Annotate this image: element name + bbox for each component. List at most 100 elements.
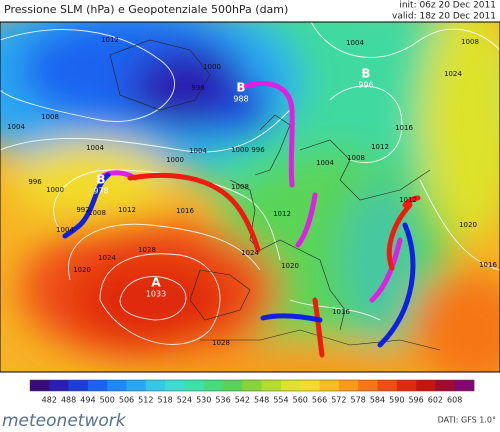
colorbar-swatch [396,380,417,391]
pressure-center-symbol: A [151,276,161,290]
isobars [0,22,500,345]
isobar-label: 1008 [41,113,59,121]
colorbar-label: 566 [312,396,327,405]
colorbar-swatch [49,380,69,391]
isobar-label: 996 [251,146,265,154]
isobar-label: 1012 [101,36,119,44]
colorbar-label: 512 [138,396,153,405]
isobar-label: 996 [191,84,205,92]
isobar-label: 1028 [138,246,156,254]
colorbar-swatch [416,380,436,391]
isobar-label: 1004 [7,123,25,131]
isobar-label: 1016 [332,308,350,316]
colorbar-swatch [203,380,224,391]
isobar-label: 1012 [371,143,389,151]
colorbar-label: 530 [196,396,211,405]
colorbar-label: 536 [215,396,230,405]
isobar-label: 1004 [56,226,74,234]
colorbar-swatch [126,380,147,391]
isobar-label: 1008 [231,183,249,191]
colorbar-swatch [165,380,185,391]
pressure-center-value: 978 [93,187,108,196]
isobar-label: 1000 [166,156,184,164]
isobar-label: 1004 [189,147,207,155]
isobar-label: 1004 [86,144,104,152]
colorbar-label: 608 [447,396,462,405]
colorbar-label: 554 [273,396,288,405]
colorbar-swatch [68,380,89,391]
colorbar-label: 494 [80,396,95,405]
colorbar-label: 482 [42,396,57,405]
colorbar-swatch [358,380,378,391]
isobar-label: 996 [28,178,42,186]
colorbar-label: 488 [61,396,76,405]
logo: meteonetwork [2,411,127,431]
colorbar-swatch [300,380,320,391]
coastlines [109,39,441,351]
colorbar-swatch [107,380,127,391]
isobar-label: 1004 [316,159,334,167]
isobar-label: 1020 [73,266,91,274]
isobar-label: 1008 [88,209,106,217]
isobar-label: 1024 [98,254,116,262]
pressure-center-symbol: B [361,67,370,81]
pressure-center-value: 996 [358,81,373,90]
colorbar-label: 596 [408,396,423,405]
isobar-label: 1008 [461,38,479,46]
isobar-label: 1000 [46,186,64,194]
colorbar-swatch [319,380,340,391]
colorbar-label: 506 [119,396,134,405]
isobar-label: 1004 [346,39,364,47]
colorbar-swatch [435,380,455,391]
isobar-label: 1012 [399,196,417,204]
colorbar-label: 524 [177,396,192,405]
colorbar-label: 548 [254,396,269,405]
title: Pressione SLM (hPa) e Geopotenziale 500h… [4,3,288,16]
isobar-label: 992 [76,206,89,214]
isobar-label: 1000 [203,63,221,71]
isobar-label: 1012 [273,210,291,218]
map-field: B988B978B996A103310129961000100410081004… [0,22,500,372]
colorbar-label: 578 [351,396,366,405]
isobar-label: 1024 [444,70,462,78]
isobar-label: 1028 [212,339,230,347]
map-frame [0,21,500,373]
colorbar-label: 542 [235,396,250,405]
colorbar-label: 518 [157,396,172,405]
isobar-label: 1020 [281,262,299,270]
colorbar-swatch [454,380,475,391]
isobar-label: 1000 [231,146,249,154]
pressure-center-symbol: B [236,81,245,95]
colorbar-swatch [145,380,166,391]
isobar-label: 1020 [459,221,477,229]
isobar-label: 1024 [241,249,259,257]
colorbar-swatch [242,380,262,391]
isobar-label: 1008 [347,154,365,162]
colorbar-frame [29,379,475,392]
colorbar-label: 572 [331,396,346,405]
colorbar-swatch [280,380,301,391]
isobar-label: 1016 [395,124,413,132]
pressure-center-symbol: B [96,173,105,187]
colorbar-swatch [30,380,50,391]
colorbar-swatch [87,380,108,391]
pressure-center-value: 1033 [146,290,166,299]
map-labels: B988B978B996A103310129961000100410081004… [7,36,497,347]
data-source: DATI: GFS 1.0° [438,416,496,425]
colorbar-swatch [261,380,282,391]
colorbar-swatch [223,380,243,391]
colorbar-label: 584 [370,396,385,405]
colorbar-swatch [377,380,398,391]
colorbar-label: 590 [389,396,404,405]
colorbar-label: 500 [100,396,115,405]
isobar-label: 1012 [118,206,136,214]
isobar-label: 1016 [479,261,497,269]
fronts [62,81,421,358]
colorbar-label: 602 [428,396,443,405]
pressure-center-value: 988 [233,95,248,104]
colorbar-label: 560 [293,396,308,405]
init-time: init: 06z 20 Dec 2011 [399,1,496,11]
valid-time: valid: 18z 20 Dec 2011 [392,12,496,22]
